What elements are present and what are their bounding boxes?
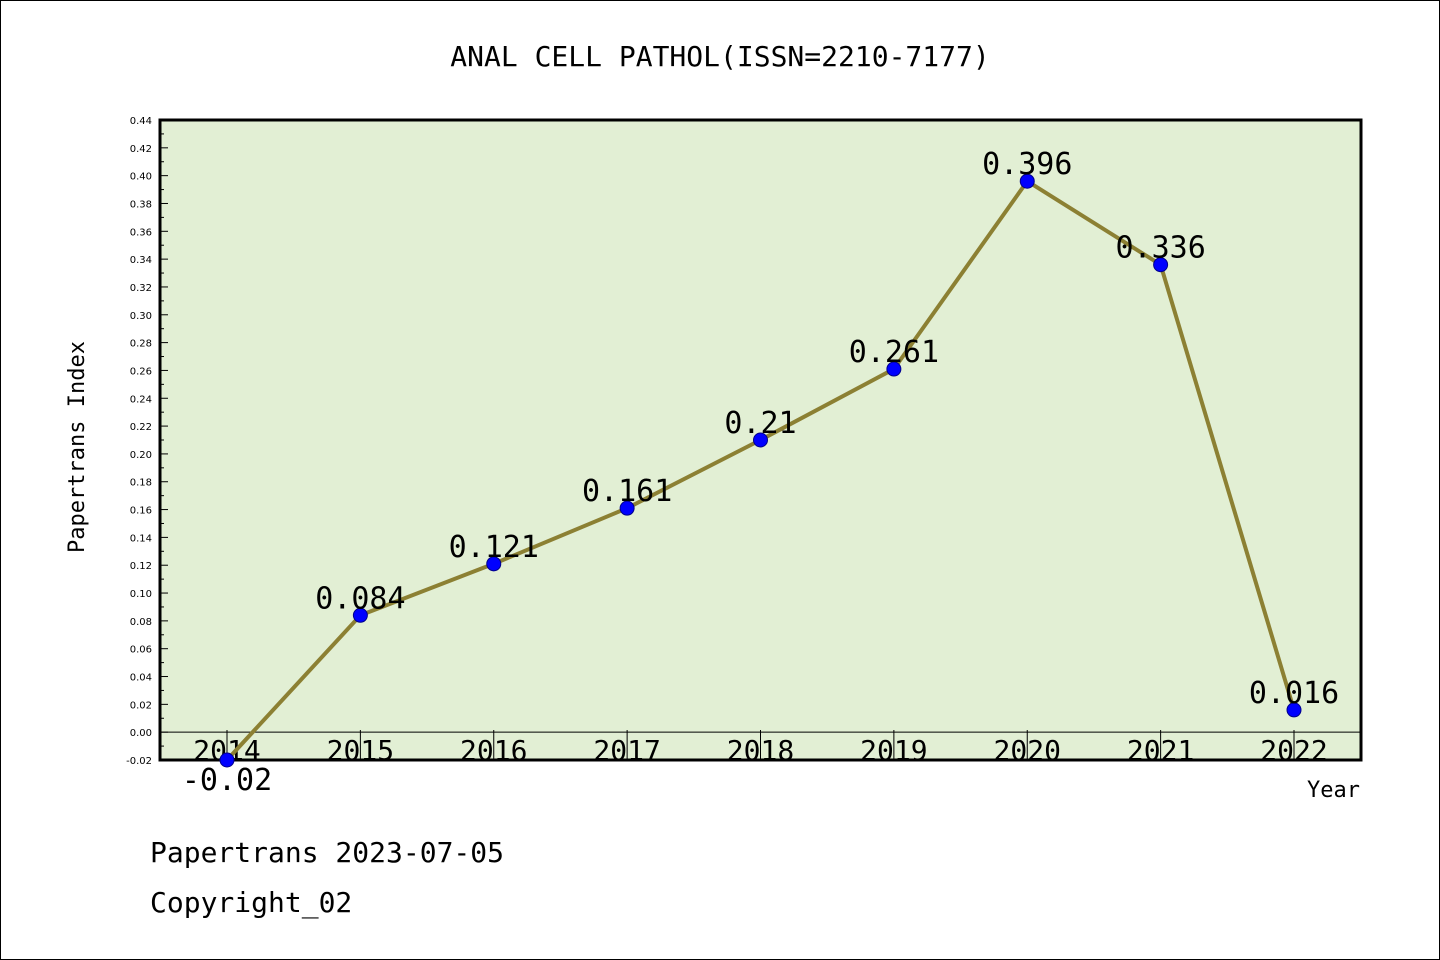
plot-border [158, 118, 1363, 762]
y-tick-label: 0.36 [130, 227, 152, 238]
data-label: -0.02 [182, 763, 272, 798]
y-tick-label: 0.18 [130, 478, 152, 489]
data-point [1153, 257, 1169, 273]
data-label: 0.336 [1115, 231, 1205, 266]
data-label: 0.21 [724, 406, 796, 441]
y-tick-label: 0.00 [130, 728, 152, 739]
y-tick-label: 0.28 [130, 339, 152, 350]
x-tick-label: 2019 [860, 734, 927, 767]
x-tick-label: 2017 [593, 734, 660, 767]
y-tick-label: 0.42 [130, 144, 152, 155]
y-tick-label: 0.08 [130, 617, 152, 628]
x-tick-label: 2022 [1260, 734, 1327, 767]
footer-date: Papertrans 2023-07-05 [150, 836, 505, 869]
y-tick-label: 0.20 [130, 450, 152, 461]
y-tick-label: 0.40 [130, 172, 152, 183]
data-point [486, 556, 502, 572]
data-point [753, 432, 768, 448]
y-tick-label: 0.12 [130, 561, 152, 572]
y-tick-label: 0.14 [130, 533, 152, 544]
y-axis-label: Papertrans Index [65, 341, 90, 553]
data-label: 0.396 [982, 147, 1072, 182]
x-tick-label: 2021 [1127, 734, 1194, 767]
y-tick-label: 0.02 [130, 700, 152, 711]
x-tick-label: 2020 [994, 734, 1061, 767]
y-tick-label: 0.04 [130, 673, 152, 684]
y-tick-label: 0.44 [130, 116, 152, 127]
y-tick-label: 0.26 [130, 366, 152, 377]
data-label: 0.261 [849, 335, 939, 370]
y-tick-label: 0.32 [130, 283, 152, 294]
y-tick-label: 0.16 [130, 506, 152, 517]
y-tick-label: 0.10 [130, 589, 152, 600]
x-tick-label: 2018 [727, 734, 794, 767]
data-point [1019, 173, 1035, 189]
data-label: 0.016 [1249, 676, 1339, 711]
x-axis-label: Year [1307, 778, 1360, 803]
data-point [886, 361, 902, 377]
y-tick-label: 0.30 [130, 311, 152, 322]
data-point [619, 500, 635, 516]
x-tick-label: 2015 [327, 734, 394, 767]
data-label: 0.161 [582, 474, 672, 509]
data-point [352, 607, 368, 623]
x-tick-label: 2016 [460, 734, 527, 767]
y-tick-label: 0.34 [130, 255, 152, 266]
data-point [219, 752, 235, 768]
y-tick-label: 0.38 [130, 199, 152, 210]
y-tick-label: 0.24 [130, 394, 152, 405]
y-tick-label: 0.06 [130, 645, 152, 656]
data-label: 0.084 [315, 581, 405, 616]
y-tick-label: 0.22 [130, 422, 152, 433]
y-tick-label: -0.02 [126, 756, 152, 767]
data-label: 0.121 [449, 530, 539, 565]
chart-title: ANAL CELL PATHOL(ISSN=2210-7177) [450, 40, 989, 73]
data-point [1286, 702, 1302, 718]
footer-copyright: Copyright_02 [150, 886, 353, 919]
